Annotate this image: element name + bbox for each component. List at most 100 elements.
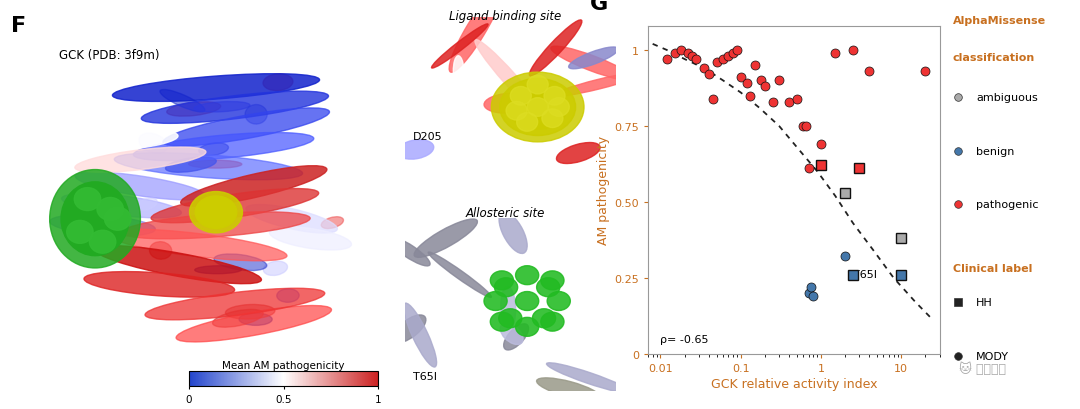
Ellipse shape bbox=[503, 324, 528, 350]
Text: T65I: T65I bbox=[853, 269, 877, 279]
Ellipse shape bbox=[527, 76, 549, 95]
Ellipse shape bbox=[500, 324, 523, 345]
Title: Mean AM pathogenicity: Mean AM pathogenicity bbox=[222, 360, 345, 370]
Ellipse shape bbox=[527, 99, 549, 117]
Ellipse shape bbox=[90, 231, 116, 254]
Ellipse shape bbox=[541, 271, 564, 290]
Ellipse shape bbox=[546, 363, 631, 393]
Ellipse shape bbox=[419, 201, 430, 247]
Text: ambiguous: ambiguous bbox=[976, 93, 1038, 103]
Ellipse shape bbox=[544, 87, 565, 106]
Ellipse shape bbox=[515, 317, 539, 337]
Ellipse shape bbox=[541, 312, 564, 331]
Ellipse shape bbox=[499, 309, 522, 328]
Ellipse shape bbox=[397, 140, 434, 160]
Ellipse shape bbox=[569, 48, 618, 70]
Ellipse shape bbox=[213, 310, 264, 327]
Ellipse shape bbox=[321, 217, 343, 229]
Ellipse shape bbox=[114, 153, 302, 180]
Ellipse shape bbox=[75, 148, 206, 173]
Ellipse shape bbox=[389, 60, 447, 81]
Ellipse shape bbox=[165, 157, 216, 173]
Ellipse shape bbox=[507, 102, 527, 121]
Ellipse shape bbox=[151, 189, 319, 223]
Ellipse shape bbox=[549, 99, 569, 117]
Ellipse shape bbox=[50, 215, 156, 236]
Ellipse shape bbox=[136, 199, 158, 211]
Text: HH: HH bbox=[976, 298, 994, 308]
Ellipse shape bbox=[392, 315, 426, 343]
Ellipse shape bbox=[495, 278, 517, 297]
Ellipse shape bbox=[537, 378, 600, 400]
Ellipse shape bbox=[509, 85, 567, 130]
Ellipse shape bbox=[149, 242, 172, 260]
Ellipse shape bbox=[432, 25, 488, 69]
Text: ρ= -0.65: ρ= -0.65 bbox=[660, 334, 708, 344]
Ellipse shape bbox=[428, 252, 491, 298]
Ellipse shape bbox=[84, 272, 234, 297]
Ellipse shape bbox=[484, 94, 535, 114]
Text: T65I: T65I bbox=[413, 371, 436, 381]
Ellipse shape bbox=[245, 105, 267, 125]
Ellipse shape bbox=[264, 75, 293, 91]
Ellipse shape bbox=[515, 292, 539, 311]
Text: MODY: MODY bbox=[976, 351, 1010, 361]
Ellipse shape bbox=[516, 113, 538, 132]
Ellipse shape bbox=[166, 103, 220, 117]
Ellipse shape bbox=[499, 212, 527, 254]
Ellipse shape bbox=[225, 299, 256, 315]
Ellipse shape bbox=[199, 144, 229, 156]
Text: benign: benign bbox=[976, 146, 1015, 156]
Ellipse shape bbox=[180, 166, 327, 207]
Ellipse shape bbox=[95, 246, 261, 284]
Ellipse shape bbox=[414, 219, 477, 258]
Ellipse shape bbox=[490, 271, 513, 290]
Ellipse shape bbox=[75, 188, 100, 211]
Ellipse shape bbox=[270, 227, 351, 250]
Ellipse shape bbox=[105, 208, 131, 231]
Ellipse shape bbox=[139, 134, 167, 154]
Text: pathogenic: pathogenic bbox=[976, 200, 1039, 209]
Ellipse shape bbox=[501, 287, 516, 329]
Ellipse shape bbox=[404, 303, 436, 367]
Text: Ligand binding site: Ligand binding site bbox=[449, 10, 562, 23]
Ellipse shape bbox=[97, 198, 123, 221]
Ellipse shape bbox=[60, 182, 130, 256]
Text: D205: D205 bbox=[413, 132, 442, 142]
Text: 🐱 中科微末: 🐱 中科微末 bbox=[959, 362, 1007, 375]
Ellipse shape bbox=[67, 221, 93, 244]
Ellipse shape bbox=[65, 130, 178, 151]
Ellipse shape bbox=[548, 292, 570, 311]
Ellipse shape bbox=[264, 261, 287, 276]
Ellipse shape bbox=[537, 278, 559, 297]
Ellipse shape bbox=[122, 212, 310, 239]
Text: G: G bbox=[590, 0, 608, 13]
Ellipse shape bbox=[112, 74, 320, 102]
Ellipse shape bbox=[490, 312, 513, 331]
Ellipse shape bbox=[532, 309, 555, 328]
Ellipse shape bbox=[226, 305, 274, 319]
Text: AlphaMissense: AlphaMissense bbox=[953, 16, 1045, 26]
Ellipse shape bbox=[484, 292, 508, 311]
X-axis label: GCK relative activity index: GCK relative activity index bbox=[711, 377, 877, 390]
Ellipse shape bbox=[214, 254, 267, 271]
Ellipse shape bbox=[449, 0, 502, 73]
Ellipse shape bbox=[542, 110, 563, 128]
Ellipse shape bbox=[195, 196, 237, 229]
Text: Clinical label: Clinical label bbox=[953, 264, 1031, 274]
Ellipse shape bbox=[176, 306, 332, 342]
Ellipse shape bbox=[551, 47, 634, 81]
Ellipse shape bbox=[76, 173, 205, 200]
Ellipse shape bbox=[133, 133, 314, 161]
Ellipse shape bbox=[529, 21, 582, 77]
Ellipse shape bbox=[190, 192, 242, 233]
Ellipse shape bbox=[194, 266, 242, 274]
Ellipse shape bbox=[454, 56, 464, 88]
Ellipse shape bbox=[50, 170, 140, 268]
Ellipse shape bbox=[276, 289, 299, 303]
Ellipse shape bbox=[194, 102, 249, 113]
Ellipse shape bbox=[389, 237, 430, 266]
Ellipse shape bbox=[491, 73, 584, 142]
Ellipse shape bbox=[515, 266, 539, 285]
Ellipse shape bbox=[160, 90, 205, 112]
